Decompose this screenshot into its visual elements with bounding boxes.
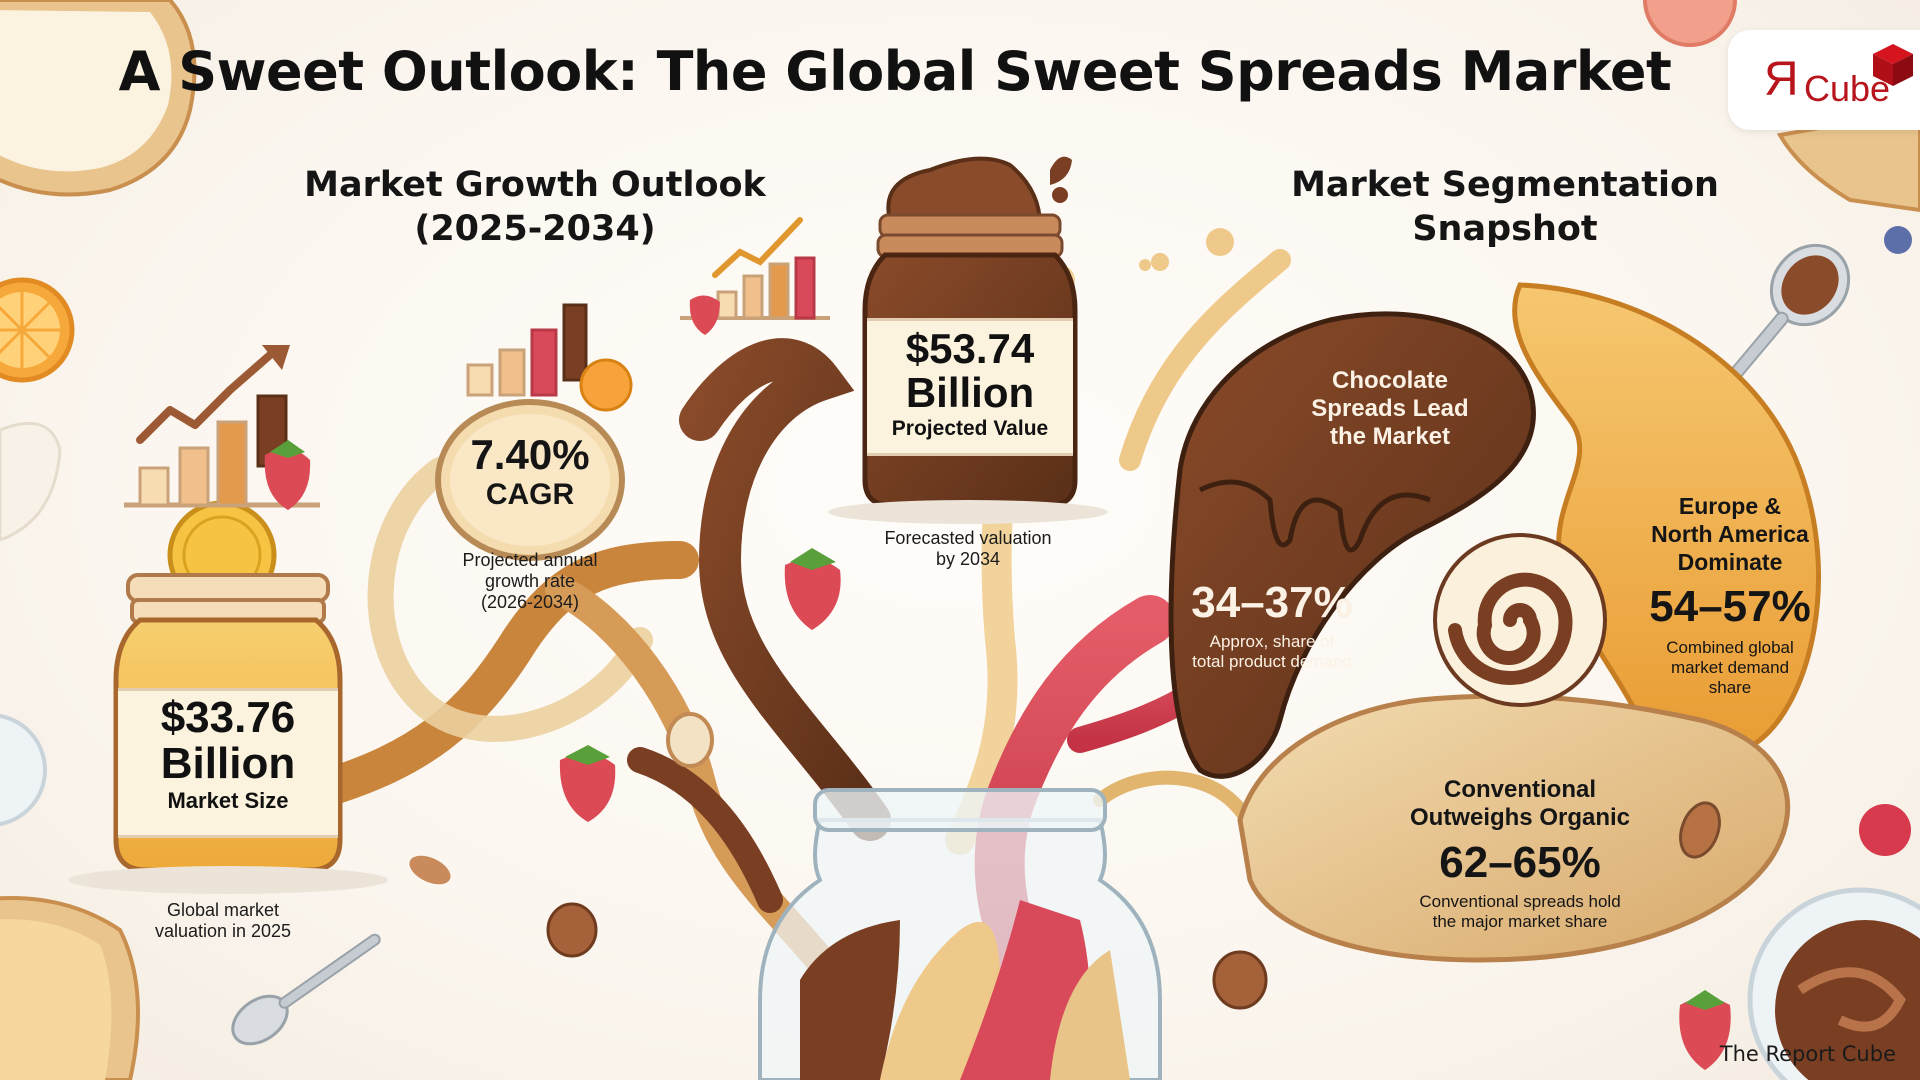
market-size-card: $33.76 Billion Market Size [118, 688, 338, 838]
logo-mark: R [1764, 53, 1799, 106]
projected-value: $53.74 [905, 325, 1035, 372]
chocolate-segment-title: Chocolate Spreads Lead the Market [1311, 367, 1469, 450]
cagr-medallion-icon [435, 399, 625, 561]
cagr-label: CAGR [485, 478, 575, 511]
market-size-unit: Billion [160, 739, 296, 788]
cagr-value: 7.40% [470, 431, 590, 478]
region-segment-title: Europe & North America Dominate [1651, 493, 1809, 575]
growth-heading: Market Growth Outlook (2025-2034) [304, 165, 766, 249]
conventional-segment-value: 62–65% [1439, 838, 1601, 887]
conventional-segment-caption: Conventional spreads hold the major mark… [1419, 892, 1621, 931]
brand-logo[interactable]: R Cube [1728, 30, 1920, 130]
market-size-label: Market Size [167, 788, 289, 813]
region-segment-caption: Combined global market demand share [1666, 638, 1794, 697]
growth-chart-icon [124, 345, 320, 510]
market-size-value: $33.76 [160, 693, 296, 742]
region-segment-value: 54–57% [1649, 582, 1811, 631]
projected-unit: Billion [905, 369, 1035, 416]
projected-caption: Forecasted valuation by 2034 [884, 528, 1052, 569]
source-credit: The Report Cube [1719, 1042, 1896, 1066]
cagr-chart-icon [466, 303, 633, 412]
projected-chart-icon [680, 217, 830, 335]
cagr-card: 7.40% CAGR [440, 432, 620, 512]
cube-icon [1873, 44, 1913, 86]
projected-label: Projected Value [891, 417, 1049, 440]
projected-value-card: $53.74 Billion Projected Value [867, 318, 1073, 456]
conventional-segment-title: Conventional Outweighs Organic [1409, 776, 1631, 831]
market-size-caption: Global market valuation in 2025 [154, 900, 292, 941]
chocolate-segment-caption: Approx, share of total product demand [1192, 632, 1352, 671]
cagr-caption: Projected annual growth rate (2026-2034) [462, 550, 598, 612]
page-title: A Sweet Outlook: The Global Sweet Spread… [118, 40, 1672, 103]
central-jar-icon [758, 788, 1162, 1080]
toast-top-left-icon [0, 0, 197, 197]
chocolate-segment-value: 34–37% [1191, 578, 1353, 627]
segmentation-heading: Market Segmentation Snapshot [1291, 165, 1719, 249]
